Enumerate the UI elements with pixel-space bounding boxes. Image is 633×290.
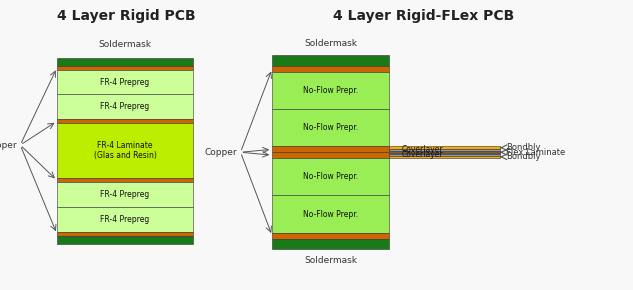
Text: No-Flow Prepr.: No-Flow Prepr. <box>303 210 358 219</box>
Text: Coverlayer: Coverlayer <box>402 150 444 159</box>
Bar <box>57 119 193 123</box>
Bar <box>57 66 193 70</box>
Text: No-Flow Prepr.: No-Flow Prepr. <box>303 86 358 95</box>
Text: Soldermask: Soldermask <box>304 39 357 48</box>
Bar <box>57 232 193 236</box>
Bar <box>272 152 389 158</box>
Bar <box>57 236 193 244</box>
Bar <box>57 58 193 66</box>
Text: Soldermask: Soldermask <box>304 256 357 265</box>
Bar <box>272 146 389 152</box>
Bar <box>272 109 389 146</box>
Bar <box>272 239 389 249</box>
Bar <box>57 182 193 207</box>
Text: No-Flow Prepr.: No-Flow Prepr. <box>303 172 358 181</box>
Bar <box>389 154 500 155</box>
Bar <box>389 151 500 152</box>
Bar <box>57 178 193 182</box>
Bar <box>389 149 500 151</box>
Bar <box>57 70 193 95</box>
Text: 4 Layer Rigid PCB: 4 Layer Rigid PCB <box>58 9 196 23</box>
Text: FR-4 Prepreg: FR-4 Prepreg <box>101 215 149 224</box>
Bar <box>272 66 389 72</box>
Bar <box>272 233 389 239</box>
Text: Bondbly: Bondbly <box>506 143 541 152</box>
Text: Coverlayer: Coverlayer <box>402 145 444 154</box>
Text: FR-4 Prepreg: FR-4 Prepreg <box>101 102 149 111</box>
Bar <box>389 152 500 153</box>
Bar <box>389 155 500 158</box>
Text: FR-4 Prepreg: FR-4 Prepreg <box>101 78 149 87</box>
Text: 4 Layer Rigid-FLex PCB: 4 Layer Rigid-FLex PCB <box>334 9 515 23</box>
Bar <box>272 55 389 66</box>
Text: FR-4 Laminate
(Glas and Resin): FR-4 Laminate (Glas and Resin) <box>94 141 156 160</box>
Bar <box>389 146 500 149</box>
Bar <box>272 72 389 109</box>
Bar <box>57 207 193 232</box>
Bar <box>389 153 500 154</box>
Bar <box>272 158 389 195</box>
Bar <box>272 195 389 233</box>
Text: Soldermask: Soldermask <box>99 40 151 49</box>
Text: Flex Laminate: Flex Laminate <box>506 148 566 157</box>
Bar <box>57 123 193 178</box>
Bar <box>57 95 193 119</box>
Text: FR-4 Prepreg: FR-4 Prepreg <box>101 190 149 199</box>
Text: No-Flow Prepr.: No-Flow Prepr. <box>303 123 358 132</box>
Text: Bondbly: Bondbly <box>506 152 541 161</box>
Text: Copper: Copper <box>0 140 17 150</box>
Text: Copper: Copper <box>204 148 237 157</box>
